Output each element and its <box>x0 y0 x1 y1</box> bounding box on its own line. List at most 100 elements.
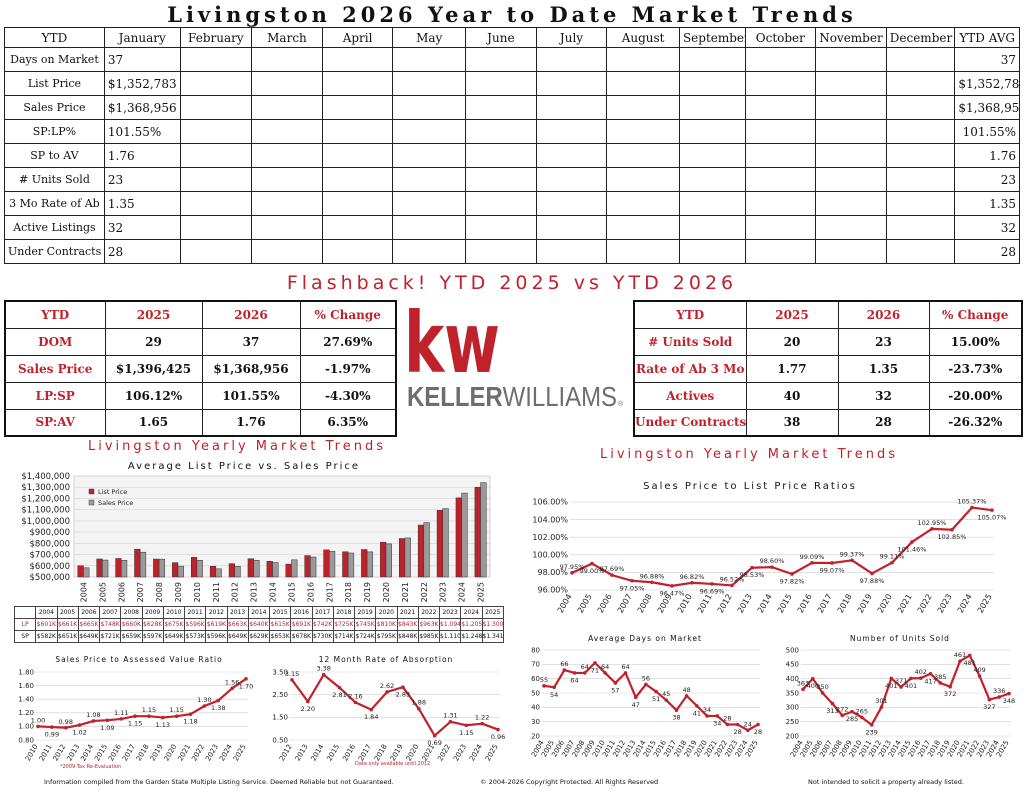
data-label: 2.83 <box>396 691 410 699</box>
sales-price-cell: $596K <box>205 630 228 643</box>
empty-month-cell <box>251 47 323 72</box>
data-point <box>889 676 894 681</box>
empty-month-cell <box>744 191 817 216</box>
sp-lp-chart-title: Sales Price to List Price Ratios <box>643 481 857 492</box>
lp-row-label: LP <box>13 618 37 631</box>
kw-wordmark: KELLERWILLIAMS <box>407 381 617 412</box>
sp-lp-line-chart: 96.00% 98.00% 100.00% 102.00% 104.00% 106.00%… <box>520 492 1020 620</box>
ytd-avg-value: 1.35 <box>954 191 1020 216</box>
y-tick-label: 70 <box>531 661 540 669</box>
compare-row: # Units Sold 20 23 15.00% <box>633 327 1023 356</box>
compare-value: 27.69% <box>299 327 397 356</box>
data-label: 34 <box>703 706 711 714</box>
compare-header: YTD <box>4 300 106 329</box>
data-point <box>909 676 913 681</box>
empty-month-cell <box>744 47 817 72</box>
column-header: March <box>251 27 323 48</box>
data-point <box>147 714 151 718</box>
series-line <box>543 661 759 732</box>
x-tick-label: 2018 <box>135 743 151 762</box>
empty-month-cell <box>606 215 680 240</box>
empty-month-cell <box>392 215 467 240</box>
table-row: # Units Sold 23 23 <box>4 167 1020 192</box>
data-point <box>202 704 207 708</box>
empty-month-cell <box>678 47 746 72</box>
x-tick-label: 2013 <box>736 593 754 615</box>
data-label: 2.20 <box>301 705 315 713</box>
data-point <box>695 704 699 708</box>
empty-month-cell <box>744 167 817 192</box>
data-label: 1.30 <box>197 696 211 704</box>
x-tick-label: 2021 <box>401 582 410 602</box>
list-price-bar <box>361 549 368 578</box>
data-label: 51 <box>652 695 660 703</box>
empty-month-cell <box>321 95 394 120</box>
compare-label: Rate of Ab 3 Mo <box>633 354 747 383</box>
x-tick-label: 2025 <box>477 582 486 602</box>
data-point <box>416 706 421 711</box>
data-point <box>987 697 992 702</box>
sales-price-cell: $985K <box>417 630 441 643</box>
empty-month-cell <box>815 95 887 120</box>
list-price-bar <box>153 558 160 578</box>
empty-month-cell <box>465 95 537 120</box>
empty-month-cell <box>815 239 887 264</box>
y-tick-label: $1,300,000 <box>21 483 70 493</box>
data-point <box>36 724 40 729</box>
compare-value: 38 <box>745 408 839 437</box>
data-point <box>161 715 165 720</box>
data-label: 1.31 <box>443 712 457 720</box>
chart-svg: 96.00% 98.00% 100.00% 102.00% 104.00% 106.00%… <box>532 498 1006 615</box>
x-tick-label: 2019 <box>856 593 874 615</box>
y-tick-label: 1.40 <box>18 696 34 704</box>
list-price-bar <box>228 563 235 578</box>
compare-label: LP:SP <box>4 381 106 410</box>
y-tick-label: 300 <box>786 704 799 712</box>
x-tick-label: 2012 <box>716 593 734 615</box>
data-label: 1.15 <box>459 729 473 737</box>
x-tick-label: 2012 <box>231 582 240 602</box>
table-row: SP:LP% 101.55% 101.55% <box>4 119 1020 144</box>
column-header: January <box>103 27 181 48</box>
empty-month-cell <box>606 119 680 144</box>
empty-month-cell <box>606 167 680 192</box>
year-cell: 2022 <box>417 606 441 619</box>
compare-header: YTD <box>633 300 747 329</box>
empty-month-cell <box>535 71 608 96</box>
data-point <box>664 698 669 702</box>
sales-price-cell: $678K <box>290 630 313 643</box>
data-point <box>938 681 943 685</box>
sales-price-bar <box>102 559 109 578</box>
january-value: $1,368,956 <box>103 95 181 120</box>
dom-chart-title: Average Days on Market <box>588 634 702 643</box>
compare-header: 2026 <box>837 300 930 329</box>
data-label: 363 <box>797 679 809 687</box>
table-row: Days on Market 37 37 <box>4 47 1020 72</box>
list-price-bar <box>323 549 330 578</box>
data-label: 1.09 <box>100 724 114 732</box>
data-point <box>860 715 864 720</box>
x-tick-label: 2025 <box>484 743 500 762</box>
year-cell: 2006 <box>77 606 101 619</box>
data-label: 97.82% <box>780 577 805 585</box>
compare-value: -20.00% <box>928 381 1023 410</box>
chart-svg: $500,000$600,000$700,000 $800,000$900,000… <box>21 472 491 602</box>
x-tick-label: 2018 <box>836 593 854 615</box>
data-point <box>899 685 903 689</box>
empty-month-cell <box>535 47 608 72</box>
legend-label: List Price <box>98 488 127 496</box>
x-tick-label: 2017 <box>325 582 334 602</box>
january-value: 37 <box>103 47 181 72</box>
empty-month-cell <box>885 191 956 216</box>
sales-price-cell: $848K <box>396 630 419 643</box>
data-label: 1.08 <box>86 711 100 719</box>
sales-price-cell: $1.341M <box>481 630 504 643</box>
compare-value: -4.30% <box>299 381 397 410</box>
empty-month-cell <box>179 167 253 192</box>
data-label: 96.88% <box>640 572 665 580</box>
empty-month-cell <box>251 143 323 168</box>
empty-month-cell <box>815 71 887 96</box>
y-tick-label: 2.50 <box>272 691 288 699</box>
y-tick-label: $800,000 <box>29 539 70 549</box>
